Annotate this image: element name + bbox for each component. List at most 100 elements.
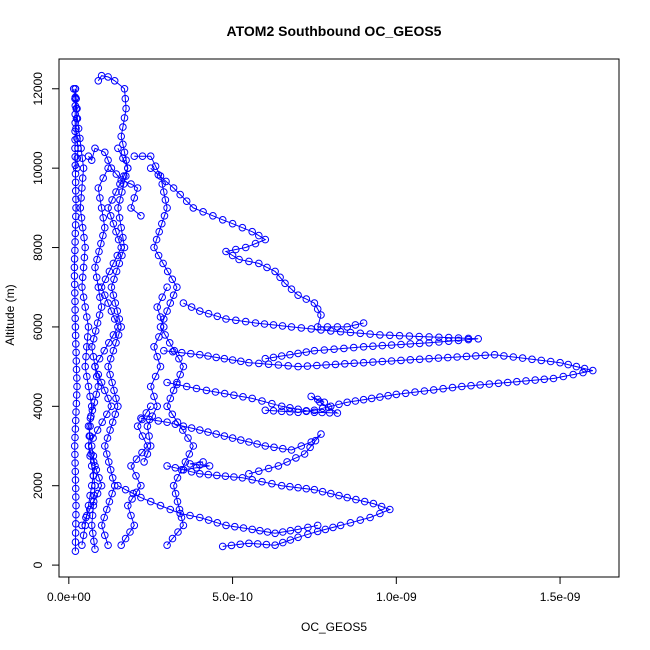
data-point [376,509,384,518]
data-point [71,306,79,314]
data-point [248,227,256,236]
plot-frame [58,58,620,578]
data-point [156,501,165,510]
data-point [71,331,80,340]
data-point [589,366,597,375]
data-point [120,148,129,157]
data-point [196,350,204,359]
y-tick-label: 2000 [31,472,45,499]
data-point [263,263,271,272]
data-point [78,283,86,292]
data-point [351,321,360,329]
data-point [119,233,127,242]
data-point [307,438,316,446]
series-12 [78,164,112,550]
data-point [171,420,180,429]
data-point [218,216,227,224]
data-point [503,378,512,387]
data-point [71,238,79,246]
data-point [175,354,183,363]
data-point [137,493,145,502]
data-point [71,119,79,127]
data-point [72,340,80,348]
data-point [89,352,98,361]
data-point [127,511,135,520]
data-point [274,462,283,470]
data-point [278,322,287,330]
data-point [569,370,578,379]
data-point [71,529,80,537]
series-line [140,417,322,475]
data-point [311,436,320,445]
data-point [118,188,126,196]
data-point [540,375,549,384]
data-point [350,359,359,368]
data-point [114,204,122,212]
data-point [94,370,103,379]
data-point [185,450,194,458]
data-point [86,491,94,500]
data-point [537,356,546,365]
data-point [258,477,266,486]
data-point [168,534,177,543]
y-tick-label: 8000 [31,234,45,261]
data-point [100,513,108,522]
data-point [71,476,80,484]
data-point [133,422,142,431]
series-16 [71,85,82,172]
data-point [115,214,124,222]
data-point [104,394,112,403]
series-line [120,406,152,546]
y-tick-label: 4000 [31,393,45,420]
y-axis-label: Altitude (m) [3,284,17,345]
data-point [112,394,120,403]
data-point [261,406,270,415]
series-13 [140,283,171,466]
data-point [93,489,102,498]
data-point [169,347,177,356]
data-point [71,323,80,331]
data-point [109,219,118,228]
data-point [286,526,295,535]
data-point [248,394,256,403]
data-point [91,144,99,153]
data-point [556,358,564,367]
data-point [166,394,175,403]
data-point [71,314,79,323]
series-0 [70,85,81,556]
data-point [254,259,263,268]
data-point [151,162,160,170]
data-point [107,283,116,292]
data-point [179,466,188,474]
data-point [137,212,145,220]
data-point [184,434,192,442]
data-point [227,541,236,550]
data-point [126,528,134,536]
data-point [263,528,272,536]
data-point [127,462,135,470]
data-point [205,462,214,470]
data-point [335,400,343,409]
data-point [173,497,182,506]
data-point [137,481,145,490]
data-point [294,533,302,542]
data-point [101,442,109,450]
data-point [101,531,109,540]
data-point [97,239,105,248]
data-point [83,511,91,520]
data-point [271,541,279,550]
data-point [448,383,457,392]
data-point [196,513,204,522]
data-point [237,436,245,444]
data-point [95,247,103,256]
data-point [268,479,276,488]
data-point [104,541,112,550]
data-point [251,239,260,248]
data-point [154,171,163,179]
data-point [70,280,79,289]
data-point [143,422,152,431]
data-point [579,368,587,377]
data-point [297,324,306,332]
data-point [204,428,212,436]
data-point [313,361,321,370]
